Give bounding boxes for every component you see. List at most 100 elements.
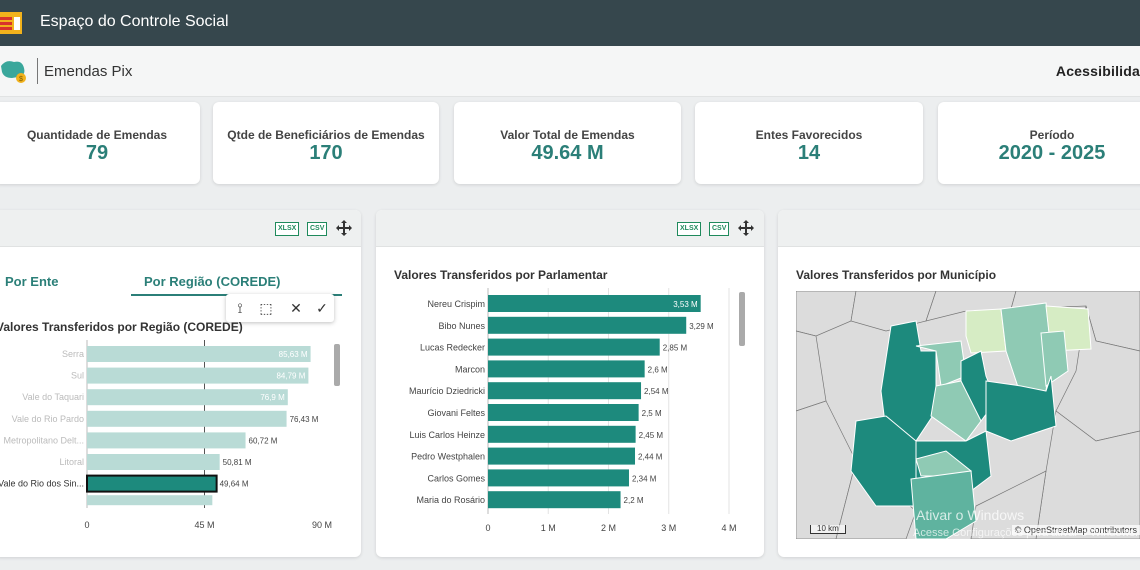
data-label: 2,2 M [624, 496, 644, 505]
data-label: 49,64 M [220, 480, 249, 489]
category-label: Maria do Rosário [416, 495, 485, 505]
bar[interactable] [488, 469, 629, 487]
kpi-card-periodo: Período 2020 - 2025 [938, 102, 1140, 184]
category-label: Pedro Westphalen [411, 452, 485, 462]
category-label: Sul [71, 371, 84, 381]
page-name: Emendas Pix [44, 63, 133, 80]
tick-label: 0 [485, 523, 490, 533]
bar[interactable] [87, 495, 213, 506]
windows-watermark-title: Ativar o Windows [916, 507, 1025, 523]
map-scale: 10 km [810, 525, 846, 534]
bar[interactable] [86, 474, 218, 493]
chart-regiao: Serra 85,63 M Sul 84,79 M Vale do Taquari 76,… [0, 340, 340, 530]
chart-selection-toolbar: ⟟ ⬚ ✕ ✓ [226, 294, 334, 322]
bar[interactable] [87, 410, 287, 427]
bar[interactable] [87, 346, 311, 362]
category-label: Vale do Rio dos Sin... [0, 479, 84, 489]
bar[interactable] [488, 338, 660, 356]
kpi-value: 170 [309, 142, 343, 164]
app-title: Espaço do Controle Social [40, 13, 229, 30]
tick-label: 3 M [661, 523, 676, 533]
data-label: 2,54 M [644, 387, 669, 396]
category-label: Nereu Crispim [427, 299, 485, 309]
category-label: Marcon [455, 364, 485, 374]
divider [37, 58, 38, 84]
emendas-pix-logo-icon: $ [1, 61, 26, 83]
map-attribution[interactable]: © OpenStreetMap contributors [1011, 525, 1140, 535]
category-label: Luis Carlos Heinze [409, 430, 485, 440]
tab-por-regiao[interactable]: Por Região (COREDE) [144, 274, 281, 289]
kpi-value: 49.64 M [531, 142, 604, 164]
bar[interactable] [488, 404, 639, 421]
export-xlsx-button[interactable]: XLSX [677, 222, 702, 236]
category-label: Vale do Taquari [22, 392, 84, 402]
bar[interactable] [87, 432, 246, 449]
category-label: Serra [62, 349, 84, 359]
logo-icon [0, 12, 22, 34]
scrollbar[interactable] [739, 292, 745, 346]
tick-label: 45 M [194, 520, 214, 530]
move-icon[interactable] [738, 220, 754, 236]
bar[interactable] [87, 454, 220, 470]
kpi-card-beneficiarios: Qtde de Beneficiários de Emendas 170 [213, 102, 439, 184]
data-label: 2,34 M [632, 474, 657, 483]
data-label: 85,63 M [279, 350, 308, 359]
close-icon[interactable]: ✕ [290, 300, 302, 316]
check-icon[interactable]: ✓ [316, 300, 328, 316]
category-label: Maurício Dziedricki [409, 386, 485, 396]
bar[interactable] [87, 367, 309, 384]
bar[interactable] [488, 360, 645, 378]
rect-select-icon[interactable]: ⬚ [259, 300, 273, 316]
data-label: 3,53 M [673, 300, 698, 309]
data-label: 3,29 M [689, 322, 714, 331]
data-label: 84,79 M [276, 372, 305, 381]
kpi-card-entes: Entes Favorecidos 14 [695, 102, 923, 184]
tick-label: 2 M [601, 523, 616, 533]
municipio-map[interactable]: 10 km © OpenStreetMap contributors [796, 291, 1140, 539]
data-label: 60,72 M [249, 436, 278, 445]
data-label: 2,85 M [663, 344, 688, 353]
bar[interactable] [488, 295, 701, 312]
data-label: 50,81 M [223, 458, 252, 467]
kpi-label: Valor Total de Emendas [500, 128, 635, 142]
lasso-icon[interactable]: ⟟ [237, 300, 243, 316]
svg-text:$: $ [19, 76, 23, 83]
data-label: 2,5 M [642, 409, 662, 418]
kpi-card-quantidade: Quantidade de Emendas 79 [0, 102, 200, 184]
bar[interactable] [488, 425, 636, 443]
scrollbar[interactable] [334, 344, 340, 386]
chart-title-regiao: Valores Transferidos por Região (COREDE) [0, 320, 243, 334]
export-xlsx-button[interactable]: XLSX [275, 222, 300, 236]
move-icon[interactable] [336, 220, 352, 236]
bar[interactable] [488, 382, 642, 400]
bar[interactable] [87, 389, 288, 406]
tab-por-ente[interactable]: Por Ente [5, 274, 59, 289]
export-csv-button[interactable]: CSV [307, 222, 328, 236]
kpi-label: Quantidade de Emendas [26, 128, 168, 142]
top-bar: Espaço do Controle Social [0, 0, 1140, 46]
export-csv-button[interactable]: CSV [709, 222, 730, 236]
bar[interactable] [488, 491, 621, 509]
data-label: 76,9 M [260, 393, 285, 402]
panel-header [778, 210, 1140, 247]
windows-watermark-text: Acesse Configurações para ativar o Windo… [913, 527, 1138, 539]
data-label: 2,6 M [648, 365, 668, 374]
data-label: 76,43 M [290, 415, 319, 424]
map-shapes [796, 291, 1140, 539]
category-label: Bibo Nunes [438, 321, 485, 331]
kpi-value: 2020 - 2025 [998, 142, 1106, 164]
chart-parlamentar: Nereu Crispim 3,53 M Bibo Nunes 3,29 M Lucas… [409, 288, 745, 533]
panel-header: XLSX CSV [376, 210, 764, 247]
data-label: 2,45 M [639, 431, 664, 440]
chart-title-municipio: Valores Transferidos por Município [796, 268, 997, 282]
bar[interactable] [488, 316, 687, 334]
bar[interactable] [488, 447, 636, 465]
tick-label: 0 [84, 520, 89, 530]
tick-label: 1 M [541, 523, 556, 533]
category-label: Vale do Rio Pardo [12, 414, 84, 424]
accessibility-link[interactable]: Acessibilida [1055, 63, 1140, 79]
category-label: Metropolitano Delt... [3, 435, 84, 445]
category-label: Lucas Redecker [420, 343, 485, 353]
kpi-value: 14 [797, 142, 821, 164]
tick-label: 90 M [312, 520, 332, 530]
